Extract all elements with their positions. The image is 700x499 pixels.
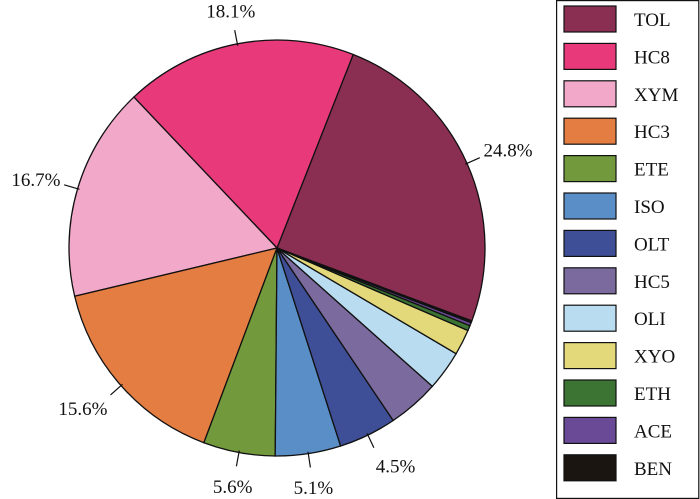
pie-value-labels: 24.8% 18.1% 16.7% 15.6% 5.6% 5.1% 4.5% xyxy=(11,1,532,499)
legend-label-eth: ETH xyxy=(634,384,671,405)
leader-line-tol xyxy=(464,157,481,165)
legend-swatch-xyo xyxy=(563,342,617,370)
value-label-xym: 16.7% xyxy=(11,170,60,191)
value-label-hc3: 15.6% xyxy=(58,399,107,420)
legend: TOL HC8 XYM HC3 ETE ISO OLT HC5 OLI XYO ETH ACE BEN xyxy=(555,0,700,499)
leader-line-xym xyxy=(64,184,80,190)
legend-label-olt: OLT xyxy=(634,234,670,255)
pie-slice-ben xyxy=(276,247,473,324)
legend-swatch-oli xyxy=(563,304,617,332)
legend-label-tol: TOL xyxy=(634,10,671,31)
legend-swatch-ete xyxy=(563,155,617,183)
legend-label-hc8: HC8 xyxy=(634,47,670,68)
value-label-tol: 24.8% xyxy=(484,141,533,162)
legend-swatch-ben xyxy=(563,454,617,482)
value-label-hc8: 18.1% xyxy=(206,1,255,22)
value-label-olt: 4.5% xyxy=(376,457,416,478)
value-label-ete: 5.6% xyxy=(213,477,253,498)
pie-slices xyxy=(68,39,486,457)
legend-swatch-hc8 xyxy=(563,42,617,71)
legend-label-xym: XYM xyxy=(634,85,678,106)
legend-label-iso: ISO xyxy=(634,197,665,218)
legend-label-ace: ACE xyxy=(634,421,672,442)
legend-swatch-xym xyxy=(563,80,617,108)
leader-line-ete xyxy=(235,450,240,467)
legend-swatch-hc3 xyxy=(563,117,617,145)
legend-label-hc3: HC3 xyxy=(634,122,670,143)
legend-label-ben: BEN xyxy=(634,459,672,480)
leader-line-olt xyxy=(366,433,375,448)
legend-swatch-eth xyxy=(563,379,617,407)
legend-label-hc5: HC5 xyxy=(634,272,670,293)
legend-swatch-tol xyxy=(563,5,617,33)
legend-label-oli: OLI xyxy=(634,309,666,330)
leader-line-hc8 xyxy=(234,29,239,46)
leader-line-iso xyxy=(307,451,311,468)
legend-swatch-ace xyxy=(563,416,617,444)
legend-swatch-olt xyxy=(563,229,617,257)
value-label-iso: 5.1% xyxy=(294,478,334,499)
legend-label-ete: ETE xyxy=(634,160,669,181)
legend-label-xyo: XYO xyxy=(634,347,675,368)
legend-swatch-hc5 xyxy=(563,267,617,295)
legend-swatch-iso xyxy=(563,192,617,220)
leader-line-hc3 xyxy=(110,383,123,396)
legend-frame xyxy=(555,0,700,499)
